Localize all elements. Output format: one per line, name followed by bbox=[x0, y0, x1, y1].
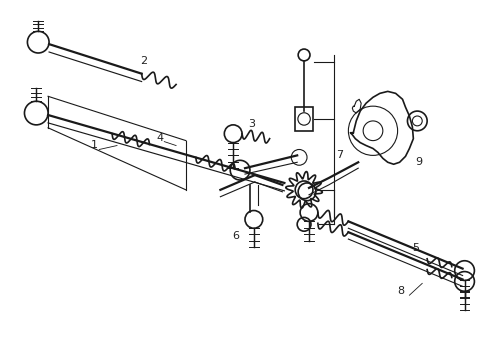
Text: 4: 4 bbox=[156, 132, 164, 143]
Text: 2: 2 bbox=[140, 56, 147, 66]
Text: 7: 7 bbox=[337, 150, 343, 160]
Text: 1: 1 bbox=[91, 140, 98, 150]
Text: 8: 8 bbox=[397, 286, 405, 296]
Text: 6: 6 bbox=[232, 231, 239, 241]
Bar bbox=[295, 107, 313, 131]
Text: 5: 5 bbox=[413, 243, 419, 253]
Text: 9: 9 bbox=[416, 157, 422, 167]
Text: 3: 3 bbox=[248, 119, 255, 129]
